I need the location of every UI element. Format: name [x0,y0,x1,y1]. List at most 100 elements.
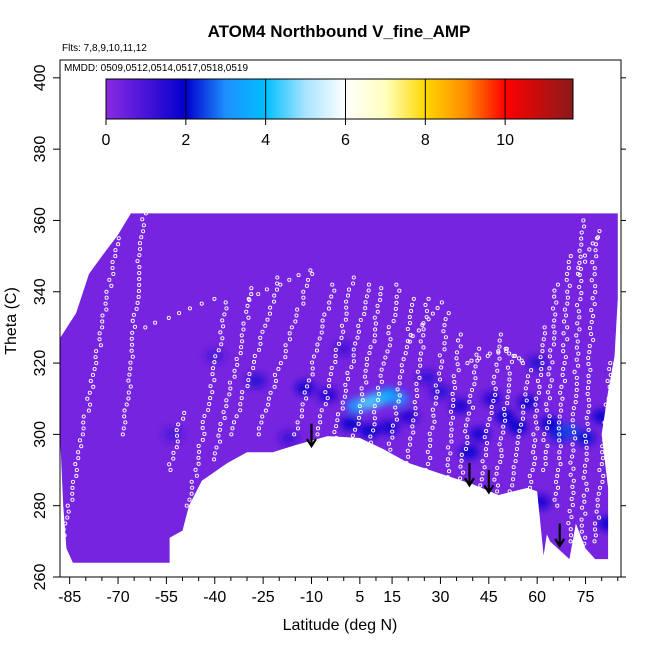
sample-point [593,284,598,289]
sample-point [427,431,432,436]
sample-point [136,288,142,294]
sample-point [218,421,223,426]
sample-point [379,379,384,384]
sample-point [605,414,610,419]
sample-point [577,260,582,265]
sample-point [448,409,454,414]
sample-point [534,408,539,413]
sample-point [333,359,338,365]
x-tick-label: 45 [480,589,498,606]
sample-point [555,485,561,490]
sample-point [418,339,423,344]
sample-point [466,411,472,416]
y-tick-label: 400 [32,64,49,91]
sample-point [581,493,586,498]
sample-point [310,366,315,371]
sample-point [497,442,502,447]
sample-point [376,391,382,397]
sample-point [91,384,96,389]
sample-point [595,235,601,240]
sample-point [566,265,571,271]
sample-point [491,380,496,385]
sample-point [478,483,483,488]
sample-point [442,341,447,346]
sample-point [426,296,431,301]
sample-point [543,450,548,455]
sample-point [555,282,560,287]
sample-point [221,324,226,329]
sample-point [371,428,376,433]
sample-point [234,356,239,362]
sample-point [408,333,413,338]
sample-point [397,288,402,293]
sample-point [302,390,307,395]
sample-point [487,351,492,356]
sample-point [246,315,251,320]
sample-point [397,393,402,398]
sample-point [548,348,553,353]
sample-point [196,461,201,466]
sample-point [594,509,599,514]
sample-point [608,361,613,366]
sample-point [327,378,332,383]
sample-point [245,303,250,308]
sample-point [603,432,608,437]
sample-point [567,283,572,288]
arrow-head [464,477,475,488]
sample-point [272,293,277,298]
arrows [306,423,566,548]
sample-point [434,395,439,400]
sample-point [372,410,377,415]
sample-point [372,315,377,320]
sample-point [292,432,297,437]
y-tick-label: 280 [32,492,49,519]
sample-point [367,351,372,356]
sample-point [448,421,454,426]
sample-point [219,342,224,347]
sample-point [507,489,512,494]
sample-point [70,485,75,490]
sample-point [496,349,501,354]
sample-point [100,313,105,318]
sample-point [505,401,510,406]
sample-point [416,328,421,333]
sample-point [358,409,363,415]
sample-point [451,374,456,379]
sample-point [574,357,579,362]
sample-point [584,481,589,486]
colorbar-tick-label: 4 [261,132,270,149]
sample-point [97,331,102,336]
sample-point [390,435,395,440]
sample-point [547,414,552,419]
sample-point [557,450,562,455]
sample-point [306,378,311,383]
sample-point [130,330,135,335]
sample-point [472,370,477,375]
sample-point [582,541,587,546]
sample-point [79,444,84,449]
sample-point [409,308,414,314]
sample-point [596,515,602,520]
sample-point [407,442,413,447]
sample-point [368,440,373,445]
sample-point [485,353,490,358]
sample-point [584,457,589,462]
sample-point [421,333,426,338]
sample-point [504,349,509,354]
sample-point [372,339,377,344]
sample-point [560,396,565,401]
sample-point [320,318,325,323]
sample-point [594,254,599,259]
sample-point [496,350,501,355]
sample-point [323,390,328,395]
sample-point [196,455,201,460]
sample-point [174,445,179,450]
sample-point [234,414,239,419]
sample-point [576,309,581,314]
sample-point [217,427,222,432]
sample-point [582,463,588,468]
sample-point [90,372,96,378]
sample-point [493,392,498,397]
sample-point [445,475,450,480]
